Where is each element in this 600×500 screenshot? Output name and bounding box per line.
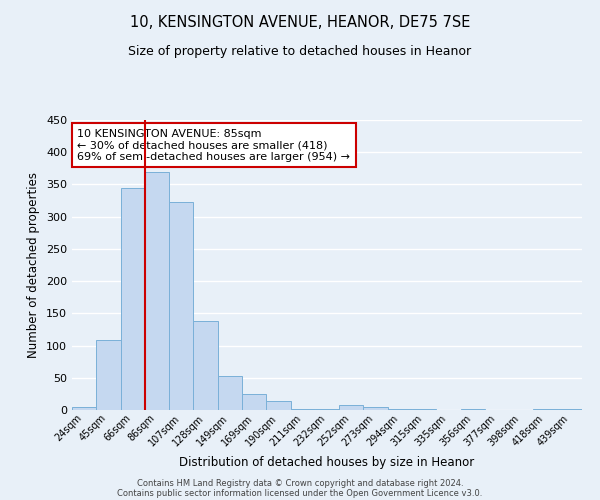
Bar: [72, 407, 96, 410]
X-axis label: Distribution of detached houses by size in Heanor: Distribution of detached houses by size …: [179, 456, 475, 469]
Bar: [121, 188, 145, 410]
Bar: [169, 202, 193, 410]
Y-axis label: Number of detached properties: Number of detached properties: [28, 172, 40, 358]
Bar: [242, 394, 266, 410]
Text: Contains public sector information licensed under the Open Government Licence v3: Contains public sector information licen…: [118, 488, 482, 498]
Bar: [558, 408, 582, 410]
Bar: [364, 408, 388, 410]
Text: Size of property relative to detached houses in Heanor: Size of property relative to detached ho…: [128, 45, 472, 58]
Bar: [266, 401, 290, 410]
Text: Contains HM Land Registry data © Crown copyright and database right 2024.: Contains HM Land Registry data © Crown c…: [137, 478, 463, 488]
Bar: [339, 405, 364, 410]
Bar: [96, 340, 121, 410]
Text: 10, KENSINGTON AVENUE, HEANOR, DE75 7SE: 10, KENSINGTON AVENUE, HEANOR, DE75 7SE: [130, 15, 470, 30]
Bar: [193, 321, 218, 410]
Bar: [388, 408, 412, 410]
Bar: [461, 408, 485, 410]
Bar: [218, 376, 242, 410]
Bar: [145, 172, 169, 410]
Text: 10 KENSINGTON AVENUE: 85sqm
← 30% of detached houses are smaller (418)
69% of se: 10 KENSINGTON AVENUE: 85sqm ← 30% of det…: [77, 128, 350, 162]
